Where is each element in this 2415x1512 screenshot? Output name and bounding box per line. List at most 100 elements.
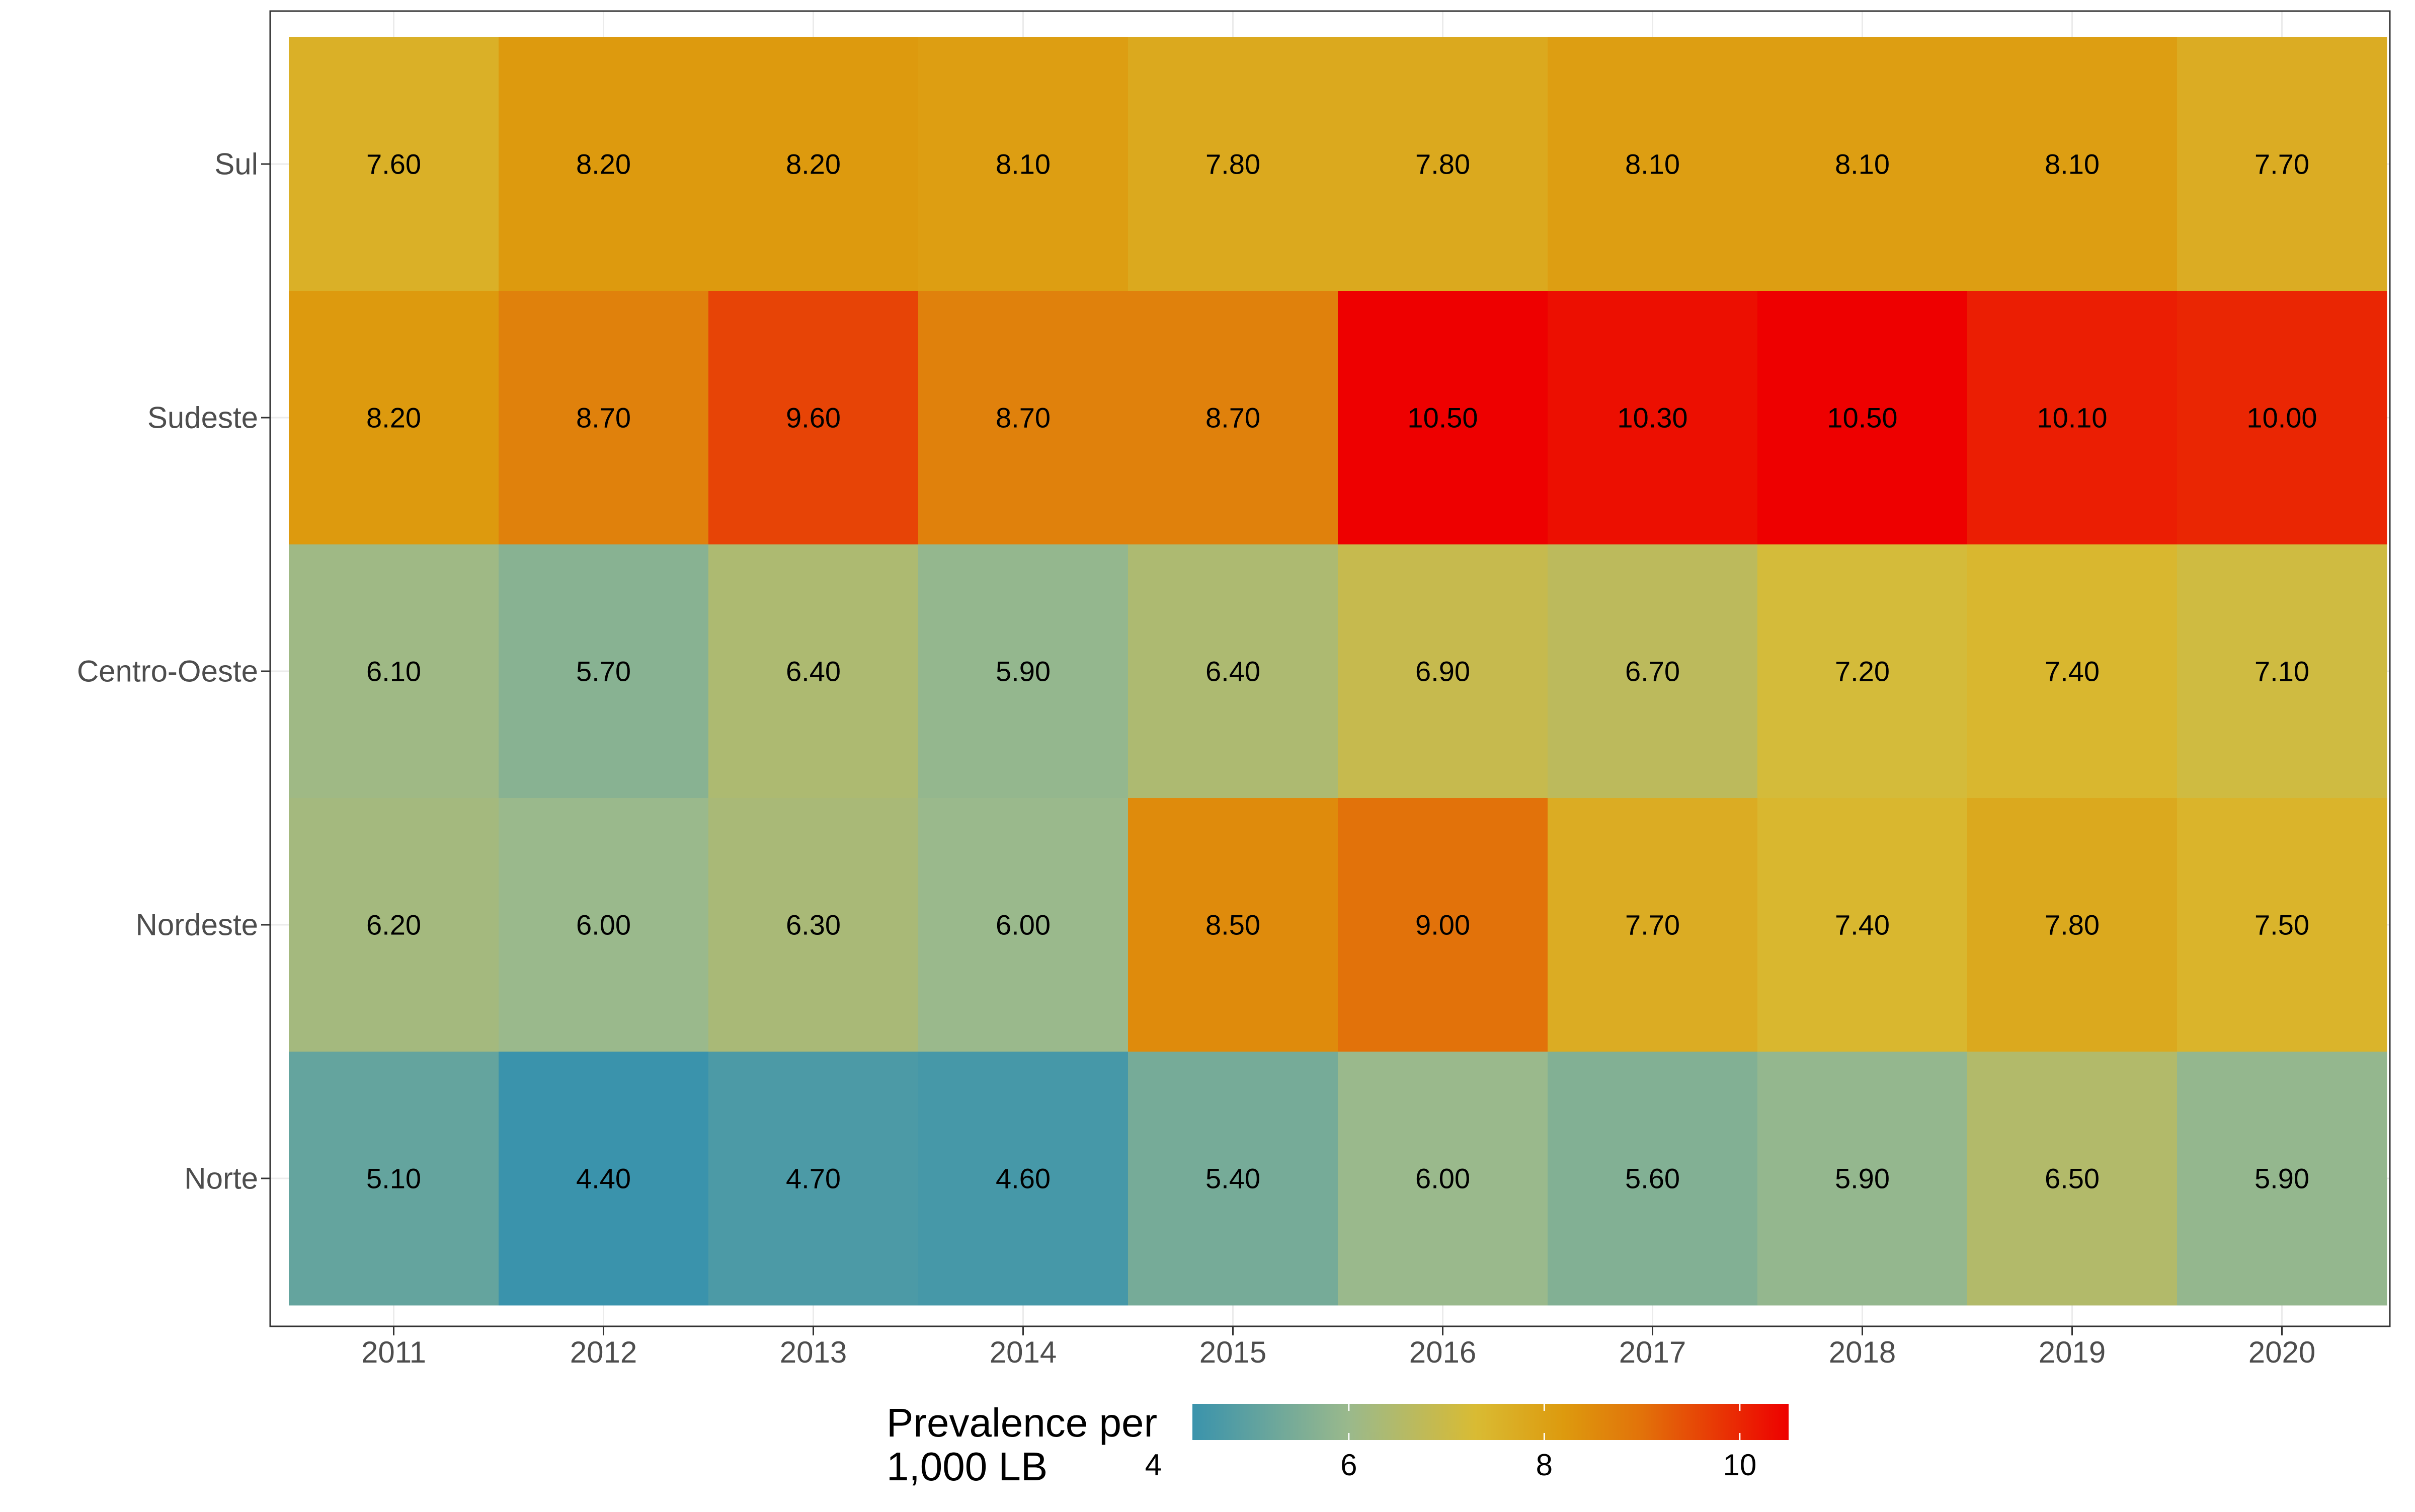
heatmap-cell — [708, 291, 919, 545]
heatmap-cell — [1548, 544, 1758, 799]
heatmap-cell — [1548, 1052, 1758, 1306]
cell-value-label: 4.40 — [576, 1163, 631, 1195]
legend-title-line-1: Prevalence per — [887, 1400, 1157, 1445]
x-axis-tick-label: 2014 — [990, 1335, 1057, 1369]
heatmap-cell — [918, 1052, 1129, 1306]
heatmap-cell — [1548, 798, 1758, 1052]
cell-value-label: 5.90 — [1835, 1163, 1890, 1195]
cell-value-label: 7.10 — [2255, 656, 2309, 687]
heatmap-cell — [708, 1052, 919, 1306]
cell-value-label: 7.70 — [1625, 909, 1680, 941]
cell-value-label: 5.60 — [1625, 1163, 1680, 1195]
y-axis-tick-label: Sudeste — [147, 401, 258, 435]
cell-value-label: 6.40 — [1205, 656, 1260, 687]
cell-value-label: 8.70 — [576, 402, 631, 434]
cell-value-label: 6.50 — [2045, 1163, 2100, 1195]
heatmap-cell — [1757, 1052, 1968, 1306]
cell-value-label: 5.90 — [2255, 1163, 2309, 1195]
heatmap-cell — [2177, 37, 2387, 291]
cell-value-label: 4.70 — [786, 1163, 841, 1195]
cell-value-label: 8.10 — [1835, 148, 1890, 180]
heatmap-cell — [289, 291, 499, 545]
cell-value-label: 5.70 — [576, 656, 631, 687]
heatmap-cell — [918, 291, 1129, 545]
heatmap-cell — [2177, 544, 2387, 799]
cell-value-label: 7.70 — [2255, 148, 2309, 180]
heatmap-cell — [1338, 37, 1548, 291]
cell-value-label: 8.10 — [2045, 148, 2100, 180]
heatmap-cell — [1128, 1052, 1338, 1306]
heatmap-cell — [1757, 37, 1968, 291]
heatmap-cell — [1967, 798, 2178, 1052]
heatmap-cell — [1757, 291, 1968, 545]
cell-value-label: 8.10 — [1625, 148, 1680, 180]
cell-value-label: 8.50 — [1205, 909, 1260, 941]
heatmap-cell — [2177, 1052, 2387, 1306]
heatmap-cell — [1338, 1052, 1548, 1306]
heatmap-cell — [1967, 291, 2178, 545]
heatmap-cell — [1338, 291, 1548, 545]
cell-value-label: 10.30 — [1617, 402, 1687, 434]
cell-value-label: 9.60 — [786, 402, 841, 434]
cell-value-label: 6.00 — [996, 909, 1051, 941]
heatmap-cell — [289, 544, 499, 799]
cell-value-label: 8.20 — [786, 148, 841, 180]
cell-value-label: 6.90 — [1415, 656, 1470, 687]
legend-tick-label: 8 — [1536, 1448, 1553, 1482]
x-axis-tick-label: 2018 — [1829, 1335, 1896, 1369]
x-axis-tick-label: 2013 — [780, 1335, 847, 1369]
x-axis-tick-label: 2019 — [2039, 1335, 2106, 1369]
cell-value-label: 6.20 — [366, 909, 421, 941]
legend-colorbar — [1192, 1404, 1789, 1440]
heatmap-cell — [1548, 291, 1758, 545]
cell-value-label: 5.40 — [1205, 1163, 1260, 1195]
x-axis-tick-label: 2011 — [361, 1335, 426, 1369]
cell-value-label: 7.60 — [366, 148, 421, 180]
cell-value-label: 5.90 — [996, 656, 1051, 687]
cell-value-label: 10.50 — [1407, 402, 1478, 434]
cell-value-label: 5.10 — [366, 1163, 421, 1195]
cell-value-label: 6.40 — [786, 656, 841, 687]
heatmap-cell — [1757, 798, 1968, 1052]
cell-value-label: 6.10 — [366, 656, 421, 687]
heatmap-cell — [499, 798, 709, 1052]
y-axis-tick-label: Sul — [214, 147, 258, 181]
heatmap-cell — [289, 798, 499, 1052]
cell-value-label: 6.00 — [1415, 1163, 1470, 1195]
legend-title-line-2: 1,000 LB — [887, 1444, 1048, 1489]
panel-border — [269, 10, 2391, 1327]
heatmap-cell — [918, 37, 1129, 291]
heatmap-cell — [708, 544, 919, 799]
heatmap-cell — [1967, 37, 2178, 291]
heatmap-cell — [499, 37, 709, 291]
cell-value-label: 7.40 — [2045, 656, 2100, 687]
cell-value-label: 10.10 — [2037, 402, 2107, 434]
heatmap-cell — [289, 1052, 499, 1306]
heatmap-cell — [1338, 798, 1548, 1052]
cell-value-label: 8.70 — [996, 402, 1051, 434]
cell-value-label: 9.00 — [1415, 909, 1470, 941]
heatmap-cell — [1128, 37, 1338, 291]
x-axis-tick-label: 2015 — [1199, 1335, 1266, 1369]
x-axis-tick-label: 2016 — [1409, 1335, 1476, 1369]
heatmap-cell — [2177, 798, 2387, 1052]
cell-value-label: 7.80 — [1415, 148, 1470, 180]
cell-value-label: 8.10 — [996, 148, 1051, 180]
cell-value-label: 6.30 — [786, 909, 841, 941]
cell-value-label: 6.70 — [1625, 656, 1680, 687]
cell-value-label: 7.50 — [2255, 909, 2309, 941]
y-axis-tick-label: Norte — [184, 1162, 258, 1196]
y-axis-tick-label: Centro-Oeste — [77, 655, 258, 688]
heatmap-cell — [1967, 1052, 2178, 1306]
heatmap-cell — [499, 291, 709, 545]
legend-tick-label: 6 — [1340, 1448, 1357, 1482]
heatmap-cell — [708, 37, 919, 291]
cell-value-label: 10.50 — [1827, 402, 1897, 434]
heatmap-cell — [2177, 291, 2387, 545]
heatmap-cell — [1128, 291, 1338, 545]
cell-value-label: 6.00 — [576, 909, 631, 941]
heatmap-cell — [918, 798, 1129, 1052]
legend-tick-label: 10 — [1723, 1448, 1756, 1482]
